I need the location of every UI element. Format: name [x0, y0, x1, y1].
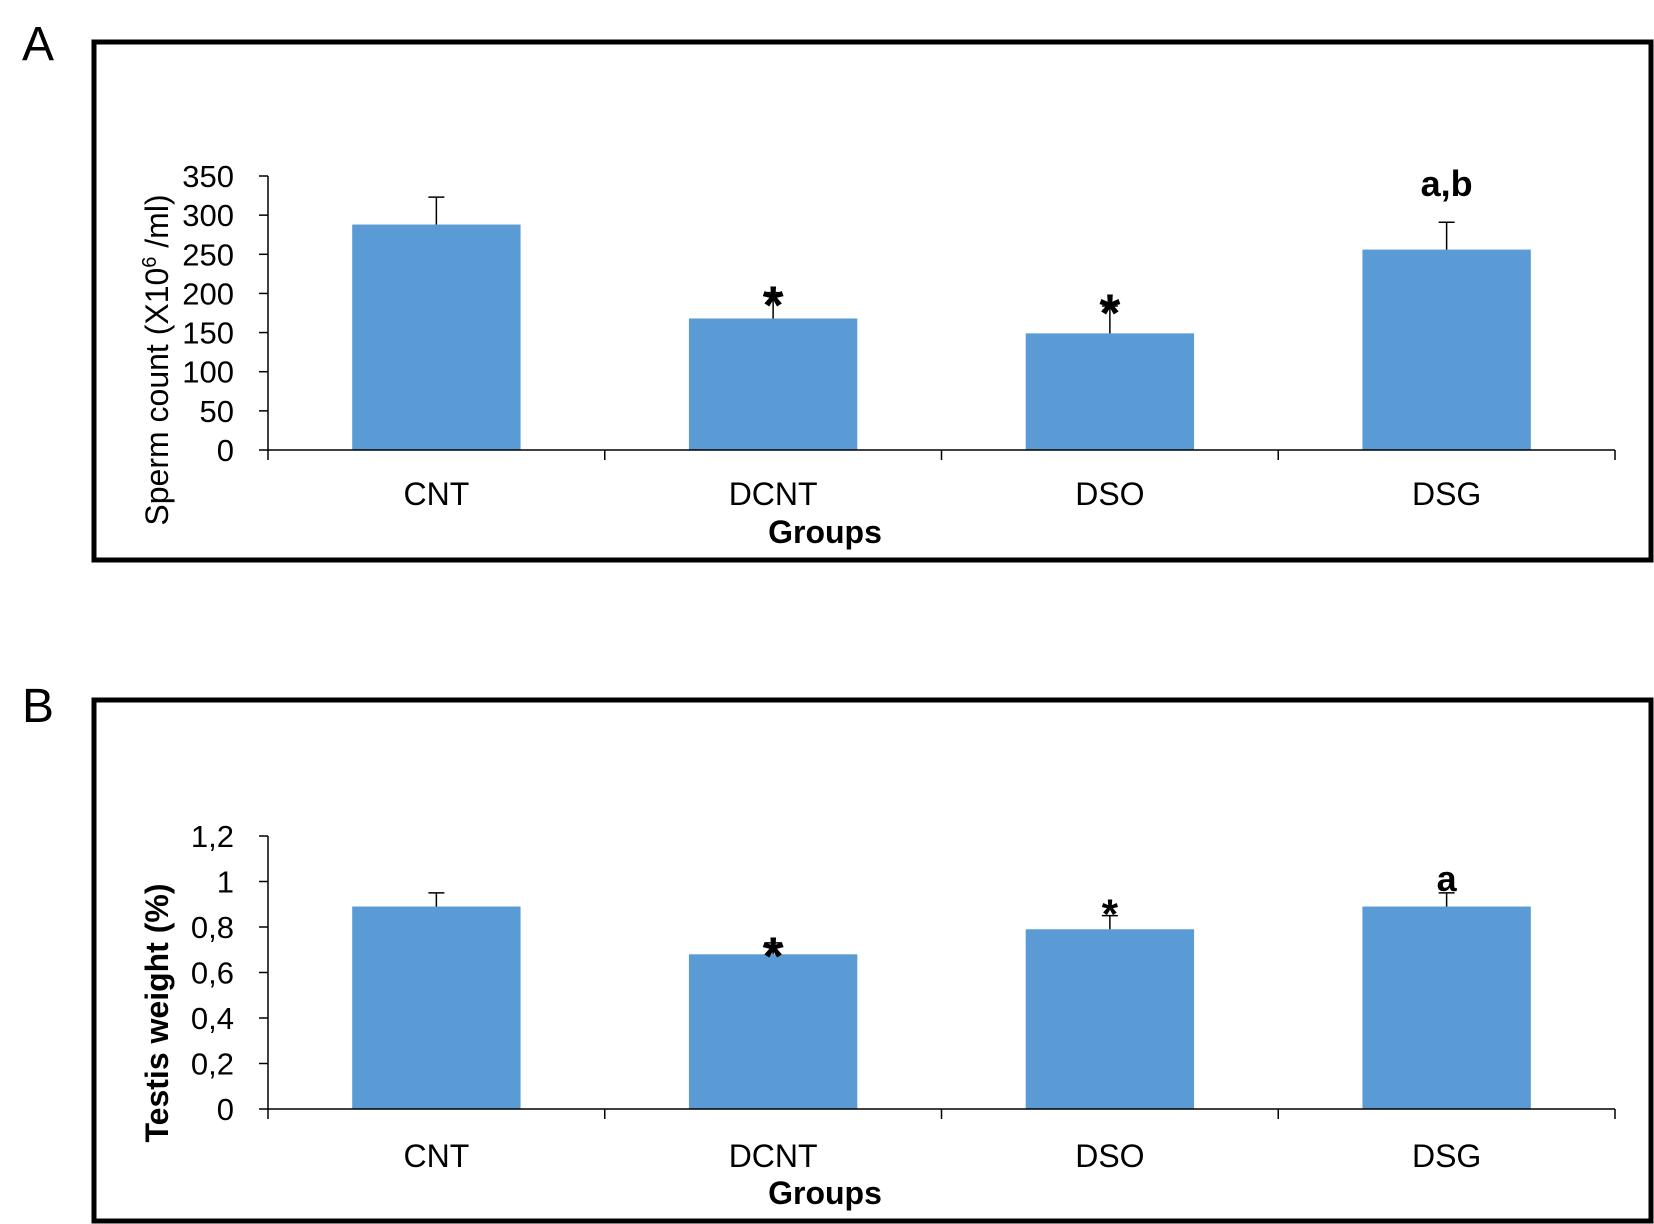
panel-a-ytick-label: 100	[182, 355, 234, 390]
panel-a-x-axis-title: Groups	[768, 514, 882, 550]
panel-b-ytick-label: 1,2	[191, 819, 234, 854]
panel-b-category-label: CNT	[403, 1138, 469, 1174]
panel-a-bar-dso	[1025, 333, 1195, 450]
panel-a-category-label: DSO	[1075, 476, 1144, 512]
panel-a-bar-dsg	[1362, 249, 1531, 450]
panel-b-ytick-label: 0	[217, 1092, 234, 1127]
panel-b-annotation-dso: *	[1102, 891, 1119, 938]
panel-b-ytick-label: 0,8	[191, 910, 234, 945]
panel-a-yticks: 0 50 100 150 200 250 300 350	[182, 159, 234, 468]
panel-a-categories: CNT DCNT DSO DSG	[403, 476, 1481, 512]
panel-b-ytick-label: 0,6	[191, 956, 234, 991]
panel-b-bar-dso	[1025, 929, 1195, 1109]
panel-a-annotation-dcnt: *	[763, 275, 784, 335]
panel-b-label: B	[22, 680, 54, 733]
panel-a-ytick-label: 300	[182, 198, 234, 233]
panel-b-bar-cnt	[352, 906, 521, 1109]
panel-a-ytick-label: 350	[182, 159, 234, 194]
panel-a-ytick-label: 250	[182, 237, 234, 272]
panel-a-ytick-label: 200	[182, 276, 234, 311]
panel-b: B 0 0,2 0,4 0,6 0,8 1 1,2 CNT DCNT DSO D…	[22, 680, 1654, 1224]
panel-a-category-label: DCNT	[729, 476, 818, 512]
panel-b-category-label: DSG	[1412, 1138, 1481, 1174]
panel-b-annotation-dsg: a	[1437, 858, 1458, 899]
panel-a-plot: * * a,b	[259, 163, 1616, 460]
panel-b-categories: CNT DCNT DSO DSG	[403, 1138, 1481, 1174]
panel-a-frame	[91, 39, 1654, 563]
panel-a-y-axis-title-superscript: 6	[139, 257, 161, 268]
panel-a-category-label: CNT	[403, 476, 469, 512]
panel-b-bar-dcnt	[688, 954, 858, 1109]
panel-a-ytick-label: 150	[182, 316, 234, 351]
panel-a-ytick-label: 50	[200, 394, 234, 429]
panel-a-ytick-label: 0	[217, 433, 234, 468]
panel-a: A 0 50 100 150 200 250 300 350 CNT DCNT …	[22, 18, 1654, 563]
panel-b-ytick-label: 0,2	[191, 1047, 234, 1082]
panel-a-y-axis-title-prefix: Sperm count (X10	[139, 268, 175, 526]
panel-b-plot: * * a	[259, 835, 1616, 1119]
panel-b-category-label: DSO	[1075, 1138, 1144, 1174]
panel-b-y-axis-title: Testis weight (%)	[139, 884, 175, 1143]
panel-a-bar-cnt	[352, 224, 521, 450]
panel-a-label: A	[22, 18, 54, 71]
panel-b-ytick-label: 1	[217, 865, 234, 900]
panel-a-category-label: DSG	[1412, 476, 1481, 512]
panel-b-ytick-label: 0,4	[191, 1001, 234, 1036]
panel-b-yticks: 0 0,2 0,4 0,6 0,8 1 1,2	[191, 819, 234, 1127]
panel-a-y-axis-title: Sperm count (X106 /ml)	[139, 194, 175, 525]
panel-a-y-axis-title-suffix: /ml)	[139, 194, 175, 256]
panel-b-category-label: DCNT	[729, 1138, 818, 1174]
panel-b-annotation-dcnt: *	[763, 927, 784, 987]
panel-b-bar-dsg	[1362, 906, 1531, 1109]
panel-b-x-axis-title: Groups	[768, 1175, 882, 1211]
panel-a-bar-dcnt	[688, 318, 858, 450]
panel-b-frame	[91, 697, 1654, 1224]
panel-a-annotation-dso: *	[1099, 284, 1120, 344]
panel-a-annotation-dsg: a,b	[1421, 163, 1473, 204]
